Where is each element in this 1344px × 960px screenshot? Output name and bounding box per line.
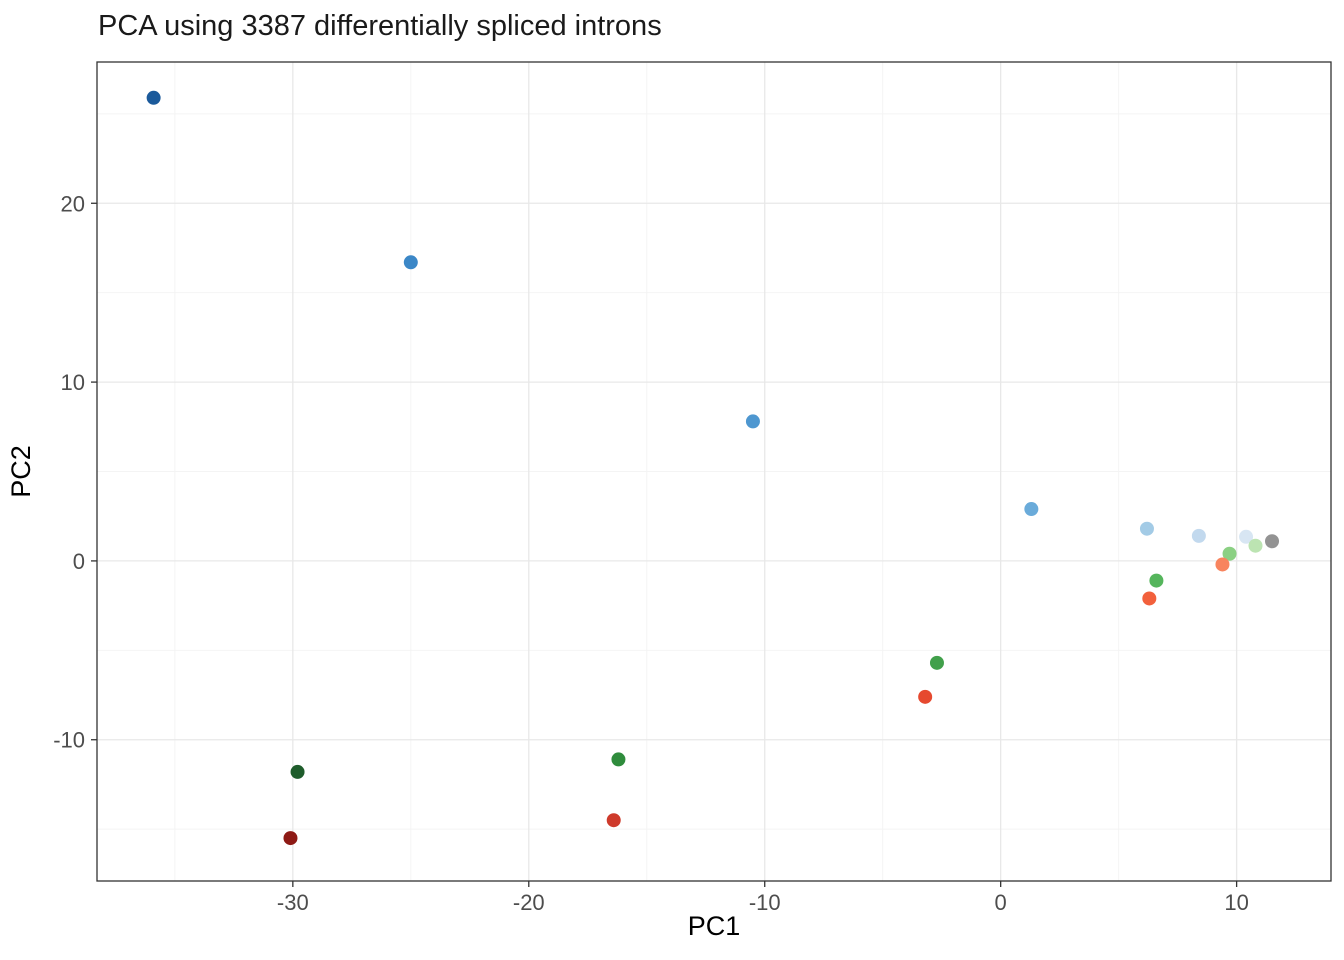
data-point (918, 689, 933, 704)
data-point (1024, 502, 1039, 517)
data-point (929, 655, 944, 670)
data-point (146, 90, 161, 105)
data-point (1149, 573, 1164, 588)
data-point (606, 813, 621, 828)
data-point (283, 831, 298, 846)
data-point (1239, 529, 1254, 544)
x-axis-tick-label: -20 (513, 890, 545, 915)
panel-border (96, 61, 1332, 882)
chart-title: PCA using 3387 differentially spliced in… (98, 10, 662, 42)
x-axis-tick-label: -10 (749, 890, 781, 915)
data-point (1142, 591, 1157, 606)
data-point (1215, 557, 1230, 572)
x-axis-tick-label: -30 (277, 890, 309, 915)
y-axis-tick-label: -10 (53, 728, 85, 753)
data-point (745, 414, 760, 429)
y-axis-title: PC2 (6, 445, 36, 498)
data-point (1191, 528, 1206, 543)
data-point (1248, 538, 1263, 553)
data-point (1265, 534, 1280, 549)
data-point (611, 752, 626, 767)
x-axis-tick-label: 10 (1224, 890, 1248, 915)
y-axis-tick-label: 20 (61, 191, 85, 216)
data-point (1139, 521, 1154, 536)
x-axis-tick-label: 0 (995, 890, 1007, 915)
y-axis-tick-label: 10 (61, 370, 85, 395)
data-point (1222, 546, 1237, 561)
x-axis-title: PC1 (688, 911, 741, 941)
y-axis-tick-label: 0 (73, 549, 85, 574)
data-point (403, 255, 418, 270)
data-point (290, 764, 305, 779)
